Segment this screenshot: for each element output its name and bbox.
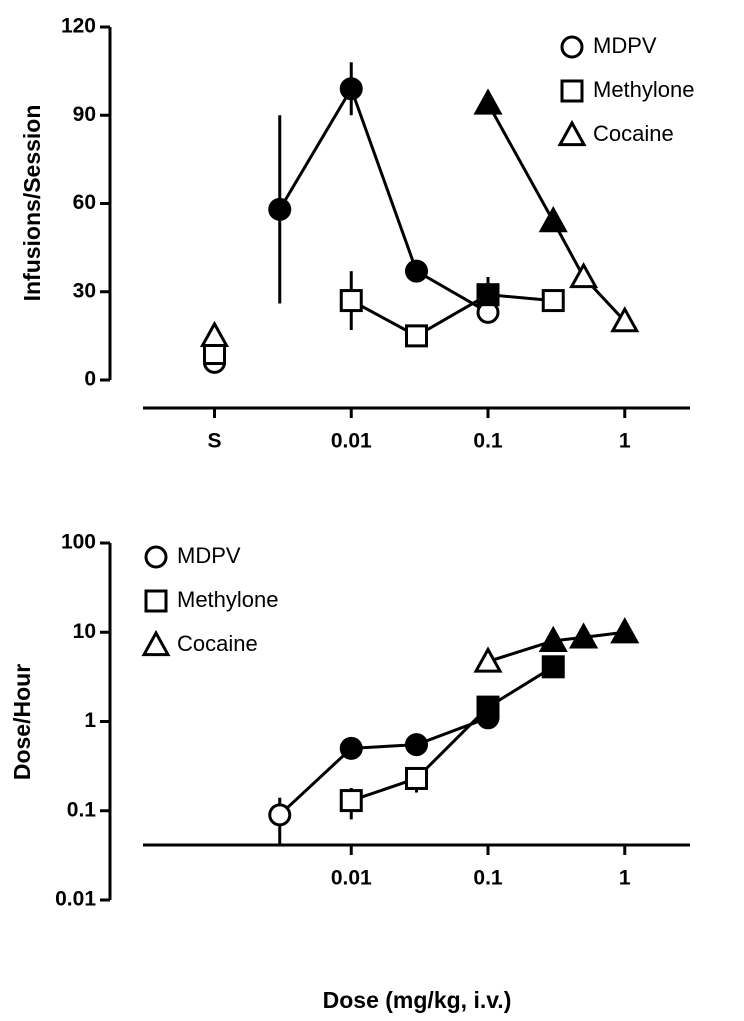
x-tick-label: 0.1 bbox=[473, 430, 503, 453]
data-point bbox=[610, 306, 640, 333]
data-point bbox=[405, 766, 428, 790]
y-tick-label: 0 bbox=[84, 368, 96, 391]
data-point bbox=[339, 789, 363, 813]
data-point bbox=[268, 197, 292, 221]
data-point bbox=[339, 736, 363, 760]
y-tick-label: 90 bbox=[73, 103, 96, 126]
series-line bbox=[350, 665, 555, 803]
x-tick-label: 1 bbox=[619, 867, 631, 890]
data-point bbox=[538, 625, 568, 652]
legend-label: Methylone bbox=[177, 587, 279, 612]
data-point bbox=[339, 289, 363, 313]
legend-symbol bbox=[560, 79, 584, 103]
x-tick-label: S bbox=[207, 430, 221, 453]
series-line bbox=[278, 85, 489, 314]
y-tick-label: 0.1 bbox=[67, 798, 97, 821]
y-tick-label: 30 bbox=[73, 279, 96, 302]
data-point bbox=[569, 622, 599, 649]
x-axis-title: Dose (mg/kg, i.v.) bbox=[323, 987, 512, 1013]
data-point bbox=[476, 283, 500, 307]
data-point bbox=[339, 77, 363, 101]
legend-label: Cocaine bbox=[593, 121, 674, 146]
y-tick-label: 0.01 bbox=[55, 888, 96, 911]
data-point bbox=[405, 733, 428, 757]
y-tick-label: 60 bbox=[73, 191, 96, 214]
x-tick-label: 0.01 bbox=[331, 430, 372, 453]
series-line bbox=[350, 293, 554, 338]
data-point bbox=[268, 803, 292, 827]
data-point bbox=[473, 88, 503, 115]
legend-symbol bbox=[141, 629, 171, 657]
y-tick-label: 100 bbox=[61, 531, 96, 554]
data-point bbox=[541, 655, 565, 679]
legend-label: Cocaine bbox=[177, 631, 258, 656]
legend-symbol bbox=[560, 35, 584, 59]
data-point bbox=[538, 206, 568, 233]
y-tick-label: 10 bbox=[73, 620, 96, 643]
series-line bbox=[278, 716, 489, 816]
y-tick-label: 1 bbox=[84, 709, 96, 732]
legend-label: MDPV bbox=[593, 33, 657, 58]
y-axis-title: Infusions/Session bbox=[19, 105, 45, 302]
x-tick-label: 0.01 bbox=[331, 867, 372, 890]
data-point bbox=[476, 695, 500, 719]
data-point bbox=[473, 646, 503, 673]
y-tick-label: 120 bbox=[61, 15, 96, 38]
legend-label: MDPV bbox=[177, 543, 241, 568]
legend-symbol bbox=[144, 589, 168, 613]
x-tick-label: 1 bbox=[619, 430, 631, 453]
data-point bbox=[541, 289, 565, 313]
data-point bbox=[569, 261, 599, 289]
legend-label: Methylone bbox=[593, 77, 695, 102]
legend-symbol bbox=[144, 545, 168, 569]
x-tick-label: 0.1 bbox=[473, 867, 503, 890]
data-point bbox=[199, 320, 230, 347]
legend-symbol bbox=[557, 119, 587, 147]
data-point bbox=[405, 259, 428, 283]
series-line bbox=[487, 630, 625, 663]
series-line bbox=[486, 102, 626, 323]
data-point bbox=[610, 617, 640, 644]
data-point bbox=[405, 324, 428, 348]
y-axis-title: Dose/Hour bbox=[9, 664, 35, 780]
